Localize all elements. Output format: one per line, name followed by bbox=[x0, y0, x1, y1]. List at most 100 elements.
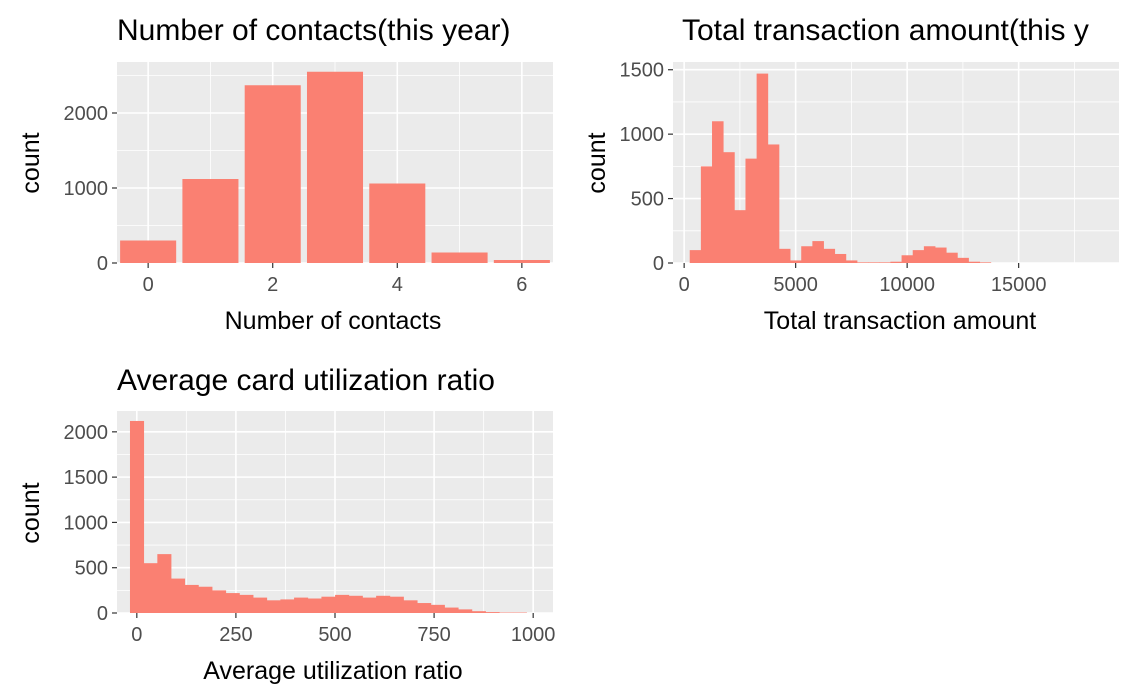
bar bbox=[369, 183, 426, 263]
y-tick-label: 0 bbox=[97, 253, 108, 275]
x-tick-label: 750 bbox=[417, 624, 450, 646]
x-tick-label: 0 bbox=[679, 274, 690, 296]
bars bbox=[689, 73, 992, 264]
bar bbox=[485, 612, 500, 613]
bar bbox=[767, 144, 780, 263]
bar bbox=[458, 609, 473, 613]
bar bbox=[823, 248, 836, 263]
bar bbox=[430, 604, 445, 613]
bar bbox=[946, 252, 958, 263]
bar bbox=[306, 71, 364, 263]
utilization-chart: Average card utilization ratio 0 250 500 75… bbox=[17, 364, 555, 685]
chart-title: Average card utilization ratio bbox=[117, 364, 495, 397]
bar bbox=[253, 597, 268, 613]
bar bbox=[182, 179, 239, 263]
bar bbox=[212, 590, 227, 613]
bar bbox=[790, 260, 802, 263]
bar bbox=[745, 158, 758, 263]
bar bbox=[225, 593, 240, 613]
y-axis-title: count bbox=[17, 482, 45, 543]
bar bbox=[294, 597, 309, 613]
bar bbox=[801, 246, 813, 263]
x-tick-label: 6 bbox=[516, 274, 527, 296]
y-tick-label: 1500 bbox=[64, 467, 109, 489]
bar bbox=[712, 121, 724, 264]
y-tick-label: 0 bbox=[97, 603, 108, 625]
bar bbox=[868, 262, 880, 263]
bar bbox=[812, 241, 824, 263]
bar bbox=[856, 262, 869, 263]
bar bbox=[171, 578, 186, 613]
bar bbox=[362, 597, 377, 613]
x-tick-label: 2 bbox=[267, 274, 278, 296]
bars bbox=[120, 71, 550, 263]
bar bbox=[723, 152, 735, 263]
x-tick-label: 10000 bbox=[879, 274, 935, 296]
y-tick-label: 1000 bbox=[620, 124, 665, 146]
bar bbox=[890, 261, 902, 263]
bars bbox=[129, 420, 527, 613]
x-axis-ticks: 0 5000 10000 15000 bbox=[679, 263, 1047, 296]
chart-title: Total transaction amount(this y bbox=[682, 14, 1089, 47]
y-tick-label: 500 bbox=[631, 189, 664, 211]
bar bbox=[444, 607, 459, 613]
x-tick-label: 500 bbox=[318, 624, 351, 646]
y-tick-label: 500 bbox=[75, 558, 108, 580]
bar bbox=[912, 250, 925, 263]
contacts-chart: Number of contacts(this year) 0 2 4 6 0 1000… bbox=[17, 14, 553, 335]
bar bbox=[935, 247, 947, 263]
bar bbox=[239, 594, 254, 613]
y-axis-ticks: 0 500 1000 1500 2000 bbox=[64, 422, 117, 625]
bar bbox=[321, 596, 336, 613]
y-tick-label: 0 bbox=[653, 253, 664, 275]
bar bbox=[778, 248, 791, 263]
x-tick-label: 250 bbox=[219, 624, 252, 646]
bar bbox=[184, 584, 199, 613]
bar bbox=[689, 250, 702, 263]
bar bbox=[957, 257, 969, 263]
x-axis-ticks: 0 2 4 6 bbox=[143, 263, 527, 296]
y-axis-ticks: 0 500 1000 1500 bbox=[620, 60, 673, 275]
bar bbox=[493, 260, 550, 263]
x-tick-label: 1000 bbox=[511, 624, 556, 646]
transactions-chart: Total transaction amount(this y 0 5000 100… bbox=[583, 14, 1119, 335]
bar bbox=[157, 554, 172, 613]
bar bbox=[734, 210, 746, 263]
bar bbox=[389, 596, 404, 613]
y-axis-title: count bbox=[17, 132, 45, 193]
bar bbox=[700, 166, 713, 263]
x-axis-title: Total transaction amount bbox=[764, 307, 1036, 335]
bar bbox=[143, 563, 158, 613]
bar bbox=[901, 255, 914, 263]
bar bbox=[244, 85, 301, 263]
y-tick-label: 2000 bbox=[64, 103, 109, 125]
bar bbox=[198, 586, 213, 613]
bar bbox=[417, 603, 432, 613]
bar bbox=[266, 600, 281, 613]
bar bbox=[120, 240, 177, 263]
bar bbox=[376, 595, 391, 613]
chart-title: Number of contacts(this year) bbox=[117, 14, 510, 47]
y-axis-ticks: 0 1000 2000 bbox=[64, 103, 117, 275]
y-tick-label: 1000 bbox=[64, 178, 109, 200]
y-axis-title: count bbox=[583, 132, 611, 193]
x-axis-title: Number of contacts bbox=[225, 307, 442, 335]
bar bbox=[979, 262, 992, 263]
bar bbox=[834, 253, 847, 263]
bar bbox=[335, 594, 350, 613]
x-axis-ticks: 0 250 500 750 1000 bbox=[131, 613, 555, 646]
x-tick-label: 0 bbox=[143, 274, 154, 296]
y-tick-label: 2000 bbox=[64, 422, 109, 444]
bar bbox=[280, 599, 295, 613]
bar bbox=[879, 262, 891, 263]
x-axis-title: Average utilization ratio bbox=[203, 657, 462, 685]
x-tick-label: 15000 bbox=[991, 274, 1047, 296]
bar bbox=[403, 600, 418, 613]
bar bbox=[756, 73, 769, 263]
bar bbox=[923, 246, 936, 263]
x-tick-label: 5000 bbox=[773, 274, 818, 296]
bar bbox=[431, 252, 488, 263]
x-tick-label: 0 bbox=[131, 624, 142, 646]
y-tick-label: 1000 bbox=[64, 512, 109, 534]
